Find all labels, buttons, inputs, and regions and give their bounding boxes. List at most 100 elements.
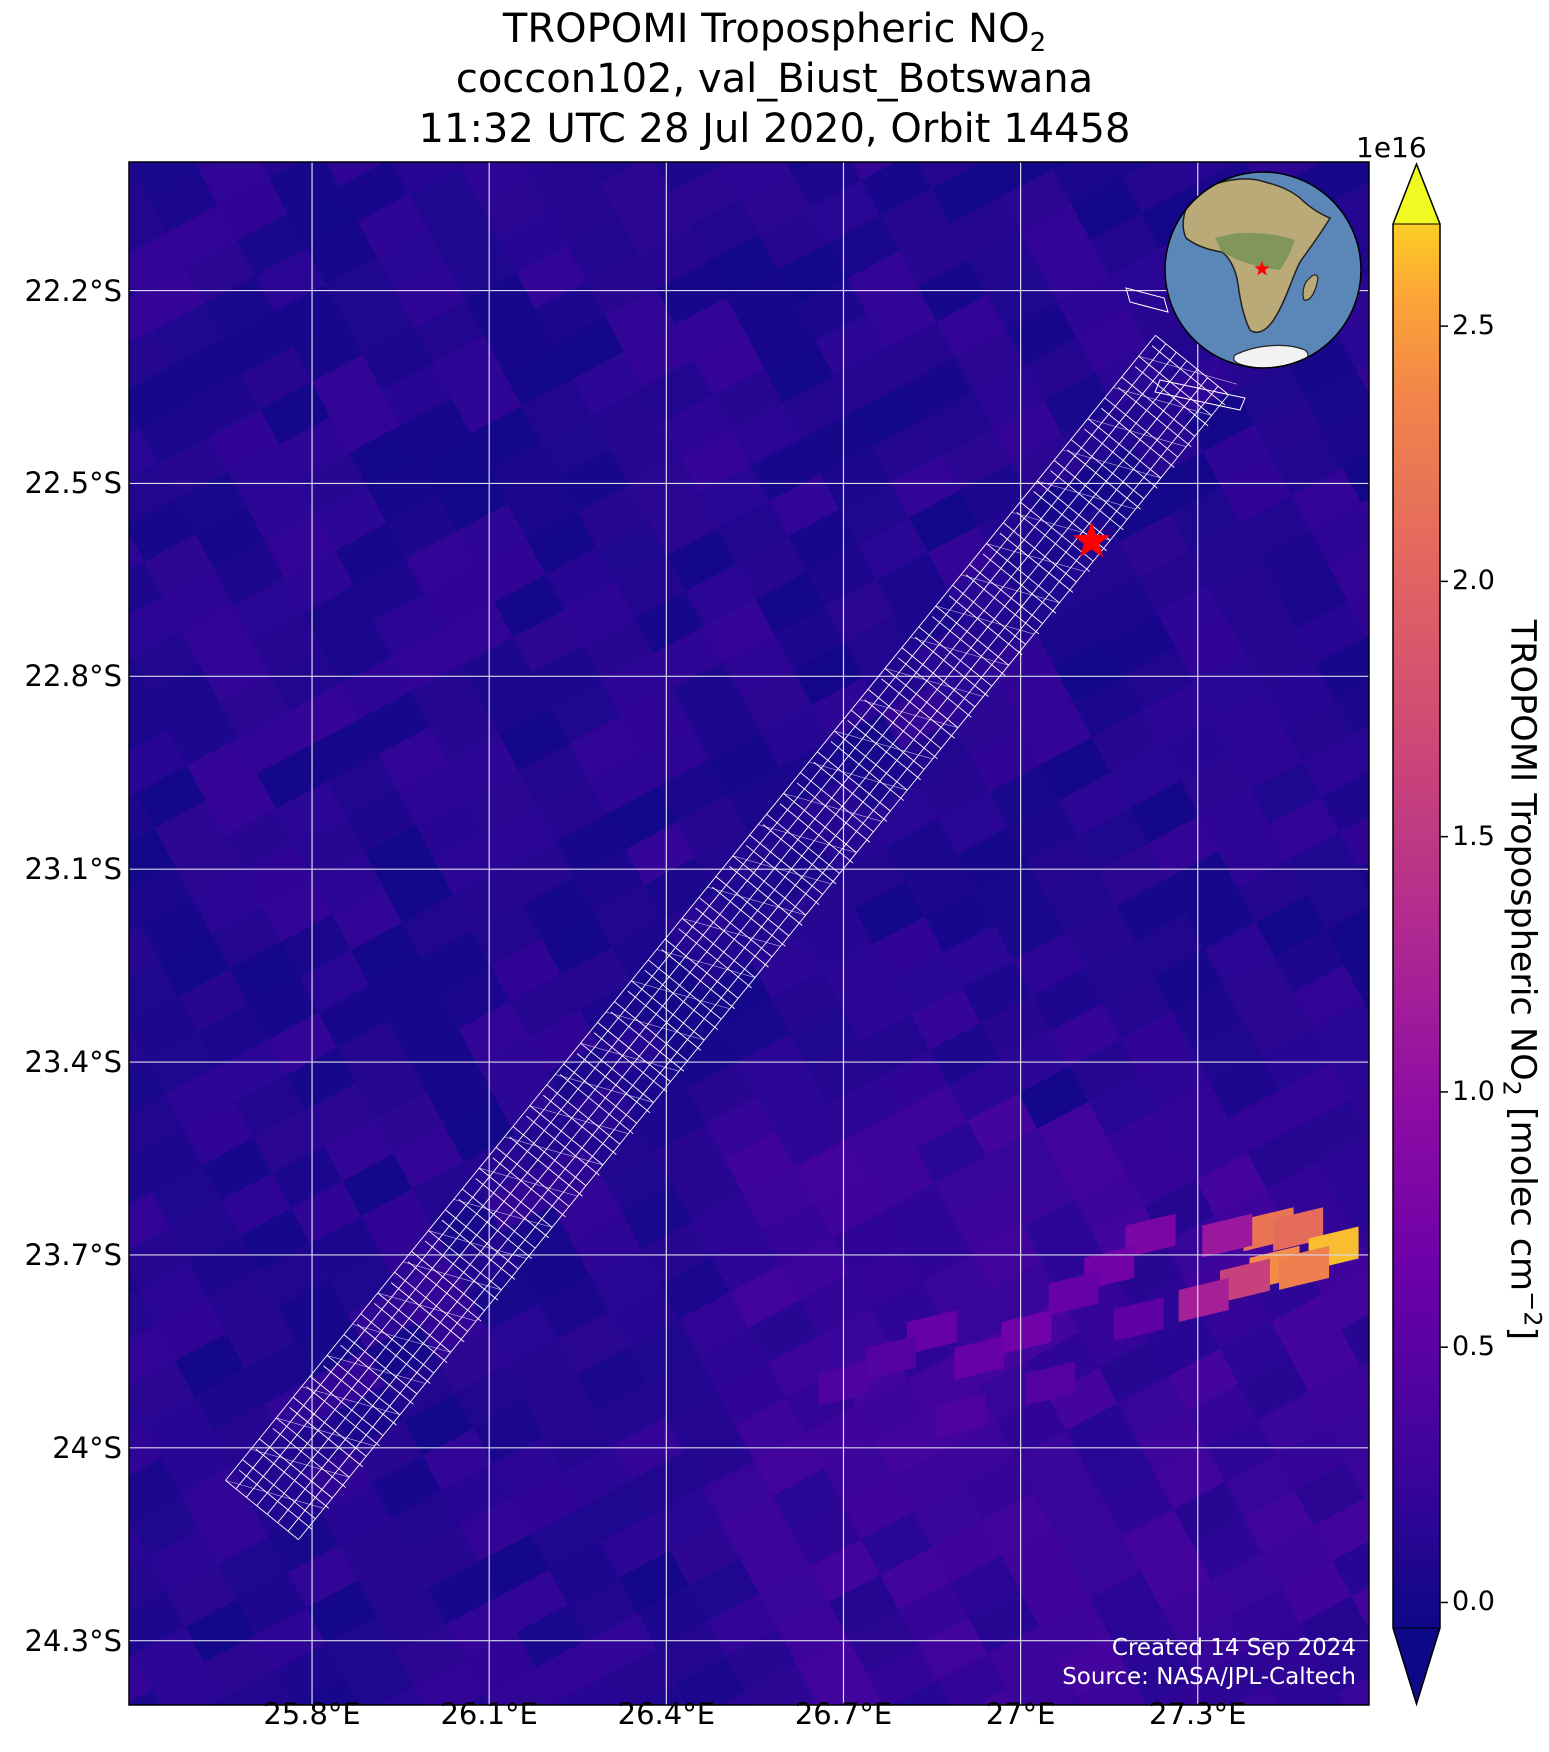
background-cell <box>198 162 269 206</box>
background-cell <box>1066 1403 1137 1466</box>
background-cell <box>750 438 821 502</box>
background-cell <box>637 1585 708 1649</box>
background-cell <box>478 1534 549 1597</box>
background-cell <box>938 791 1009 855</box>
background-cell <box>1149 1313 1220 1377</box>
background-cell <box>129 561 164 616</box>
background-cell <box>1358 861 1369 889</box>
background-cell <box>586 1612 657 1676</box>
footprint-edge <box>377 1292 451 1353</box>
background-cell <box>1313 162 1369 202</box>
background-cell <box>371 96 441 159</box>
background-cell <box>787 509 858 572</box>
background-cell <box>875 1414 946 1477</box>
background-cell <box>1192 1517 1263 1580</box>
background-cell <box>1055 1136 1126 1200</box>
background-cell <box>796 1637 867 1700</box>
background-cell <box>1020 1563 1091 1627</box>
background-cell <box>1190 1019 1261 1083</box>
background-cell <box>673 1158 744 1222</box>
background-cell <box>564 582 635 646</box>
background-cell <box>129 1458 181 1522</box>
background-cell <box>1375 1737 1445 1752</box>
background-cell <box>810 180 881 243</box>
background-cell <box>1071 1536 1142 1599</box>
background-cell <box>1102 976 1173 1040</box>
background-cell <box>171 338 242 402</box>
background-cell <box>873 916 944 980</box>
background-cell <box>1257 1392 1328 1455</box>
background-cell <box>554 1675 621 1705</box>
footprint-edge <box>830 740 905 801</box>
background-cell <box>397 762 468 825</box>
background-cell <box>1305 370 1369 433</box>
background-cell <box>844 615 915 678</box>
background-cell <box>260 1741 330 1752</box>
footprint-edge <box>250 1448 350 1478</box>
background-cell <box>1435 1479 1505 1542</box>
background-cell <box>238 710 309 774</box>
background-cell <box>815 1672 884 1705</box>
background-cell <box>144 534 215 597</box>
footprint-edge <box>631 980 730 1010</box>
background-cell <box>588 751 659 814</box>
background-cell <box>255 1607 326 1671</box>
footprint-edge <box>377 1292 477 1322</box>
background-cell <box>581 1479 652 1543</box>
background-cell <box>824 82 894 145</box>
background-cell <box>493 77 563 140</box>
background-cell <box>880 188 951 251</box>
background-cell <box>1154 1446 1225 1510</box>
footprint-edge <box>965 574 1040 635</box>
background-cell <box>482 1170 553 1233</box>
background-cell <box>316 487 387 551</box>
background-cell <box>1213 690 1283 754</box>
footprint-edge <box>1113 387 1212 416</box>
background-cell <box>361 1189 432 1252</box>
footprint-edge <box>834 730 933 760</box>
background-cell <box>979 498 1050 561</box>
no2-hotspot-cells <box>818 1207 1359 1438</box>
background-cell <box>1035 604 1106 667</box>
credit-created: Created 14 Sep 2024 <box>1111 1635 1356 1661</box>
background-cell <box>349 425 420 488</box>
background-cell <box>385 1357 456 1421</box>
background-cell <box>1139 1047 1210 1110</box>
background-cell <box>603 1150 674 1214</box>
background-cell <box>1183 389 1254 452</box>
background-cell <box>129 463 177 525</box>
background-cell <box>1329 544 1369 602</box>
background-cell <box>1013 933 1084 996</box>
footprint-edge <box>982 553 1057 614</box>
background-cell <box>980 995 1051 1059</box>
background-cell <box>1143 682 1214 746</box>
background-cell <box>658 759 729 822</box>
background-cell <box>330 390 401 453</box>
background-cell <box>731 403 802 466</box>
background-cell <box>286 1047 357 1111</box>
background-cell <box>1006 1661 1077 1705</box>
background-cell <box>1166 851 1237 914</box>
background-cell <box>783 1735 853 1752</box>
background-cell <box>951 693 1022 757</box>
background-cell <box>444 1099 515 1162</box>
background-cell <box>383 860 454 923</box>
background-cell <box>147 1529 218 1592</box>
background-cell <box>955 329 1026 393</box>
background-cell <box>545 547 616 611</box>
background-cell <box>379 1224 450 1288</box>
footprint-edge <box>246 352 1177 1498</box>
background-cell <box>1085 80 1155 143</box>
footprint-edge <box>707 886 806 916</box>
colorbar-extend-max <box>1392 162 1441 225</box>
background-cell <box>426 1064 497 1127</box>
background-cell <box>129 1150 133 1159</box>
footprint-edge <box>664 938 739 999</box>
background-cell <box>740 172 811 235</box>
background-cell <box>1054 639 1125 703</box>
background-cell <box>212 1404 283 1467</box>
background-cell <box>129 779 136 797</box>
background-cell <box>429 699 500 763</box>
background-cell <box>1153 949 1224 1012</box>
background-cell <box>306 221 377 285</box>
